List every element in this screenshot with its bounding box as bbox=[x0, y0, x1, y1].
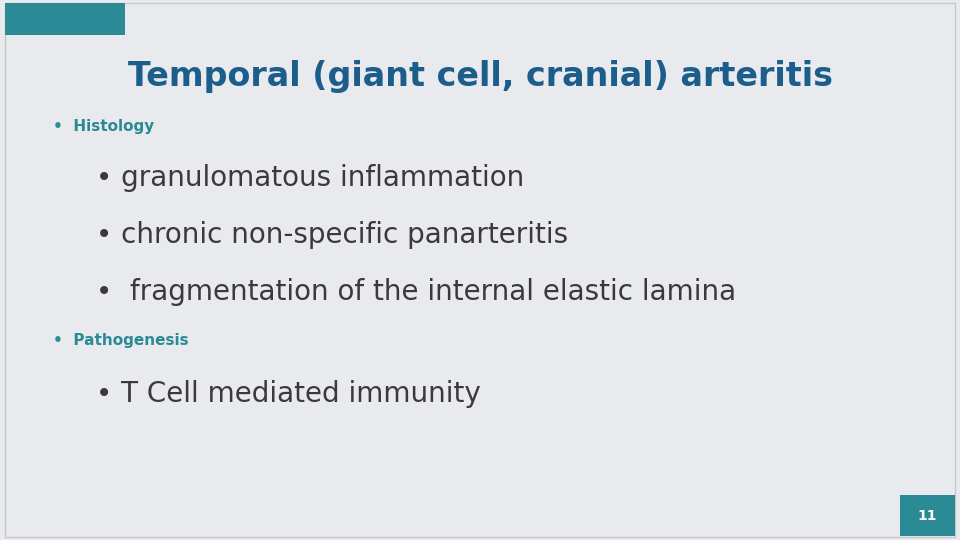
Text: •  Histology: • Histology bbox=[53, 119, 154, 134]
Text: • granulomatous inflammation: • granulomatous inflammation bbox=[96, 164, 524, 192]
Bar bbox=[5, 3, 125, 35]
Text: • T Cell mediated immunity: • T Cell mediated immunity bbox=[96, 380, 481, 408]
Text: Temporal (giant cell, cranial) arteritis: Temporal (giant cell, cranial) arteritis bbox=[128, 60, 832, 93]
Text: 11: 11 bbox=[918, 509, 937, 523]
Text: •  fragmentation of the internal elastic lamina: • fragmentation of the internal elastic … bbox=[96, 278, 736, 306]
Bar bbox=[900, 495, 955, 536]
Text: •  Pathogenesis: • Pathogenesis bbox=[53, 333, 188, 348]
Text: • chronic non-specific panarteritis: • chronic non-specific panarteritis bbox=[96, 221, 568, 249]
